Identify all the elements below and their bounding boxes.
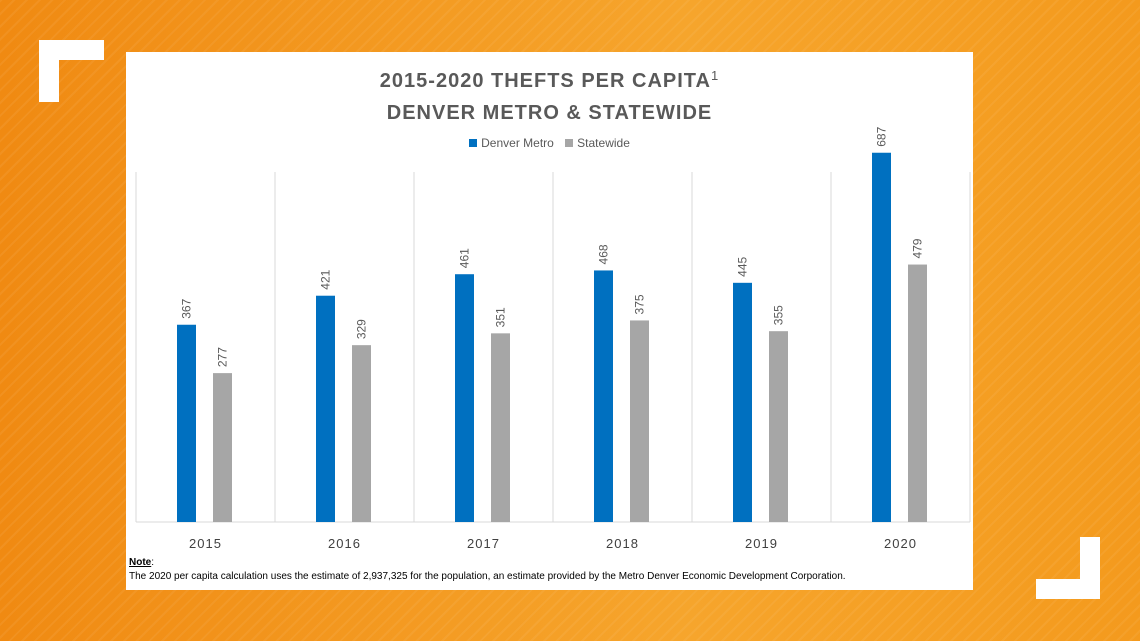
- data-label-statewide-2017: 351: [494, 307, 508, 327]
- bar-statewide-2019: [769, 331, 788, 522]
- bar-statewide-2018: [630, 320, 649, 522]
- bar-denver-2019: [733, 282, 752, 522]
- legend-swatch-denver: [469, 138, 478, 147]
- bottom-right-bracket-horizontal: [1036, 579, 1100, 599]
- chart-title-line2: DENVER METRO & STATEWIDE: [386, 102, 713, 124]
- bar-denver-2018: [594, 270, 613, 522]
- note-text: The 2020 per capita calculation uses the…: [129, 571, 846, 582]
- bar-statewide-2020: [908, 264, 927, 522]
- chart-title-line1: 2015-2020 THEFTS PER CAPITA1: [126, 68, 973, 93]
- x-tick-label-2020: 2020: [884, 536, 917, 551]
- chart-panel: 2015-2020 THEFTS PER CAPITA1 DENVER METR…: [126, 52, 973, 590]
- data-label-denver-2016: 421: [319, 269, 333, 289]
- data-label-statewide-2016: 329: [355, 319, 369, 339]
- bar-denver-2017: [455, 274, 474, 522]
- bar-denver-2015: [177, 324, 196, 522]
- legend-swatch-statewide: [565, 138, 574, 147]
- data-label-denver-2020: 687: [875, 126, 889, 146]
- legend-entry-denver: Denver Metro: [469, 136, 554, 150]
- data-label-statewide-2019: 355: [772, 305, 786, 325]
- data-label-statewide-2020: 479: [911, 238, 925, 258]
- bar-statewide-2016: [352, 345, 371, 522]
- bar-denver-2020: [872, 152, 891, 523]
- top-left-bracket-vertical: [39, 40, 59, 102]
- note-heading: Note:: [129, 557, 155, 568]
- x-tick-label-2018: 2018: [606, 536, 639, 551]
- data-label-statewide-2015: 277: [216, 347, 230, 367]
- note-heading-text: Note: [129, 557, 152, 568]
- legend-label-statewide: Statewide: [577, 136, 630, 150]
- x-tick-label-2016: 2016: [328, 536, 361, 551]
- bar-statewide-2015: [213, 373, 232, 522]
- title-footnote-marker: 1: [710, 68, 720, 83]
- title-line1-text: 2015-2020 THEFTS PER CAPITA: [379, 70, 711, 92]
- data-label-denver-2015: 367: [180, 298, 194, 318]
- legend-entry-statewide: Statewide: [565, 136, 630, 150]
- chart-legend: Denver Metro Statewide: [126, 136, 973, 150]
- bar-statewide-2017: [491, 333, 510, 522]
- bar-chart: 367 277 2015 421 329 2016 461 351 2017 468 375 2018…: [135, 126, 971, 551]
- x-tick-label-2017: 2017: [467, 536, 500, 551]
- data-label-denver-2019: 445: [736, 256, 750, 276]
- data-label-statewide-2018: 375: [633, 294, 647, 314]
- x-tick-label-2015: 2015: [189, 536, 222, 551]
- bar-denver-2016: [316, 295, 335, 522]
- x-tick-label-2019: 2019: [745, 536, 778, 551]
- data-label-denver-2018: 468: [597, 244, 611, 264]
- legend-label-denver: Denver Metro: [481, 136, 554, 150]
- data-label-denver-2017: 461: [458, 248, 472, 268]
